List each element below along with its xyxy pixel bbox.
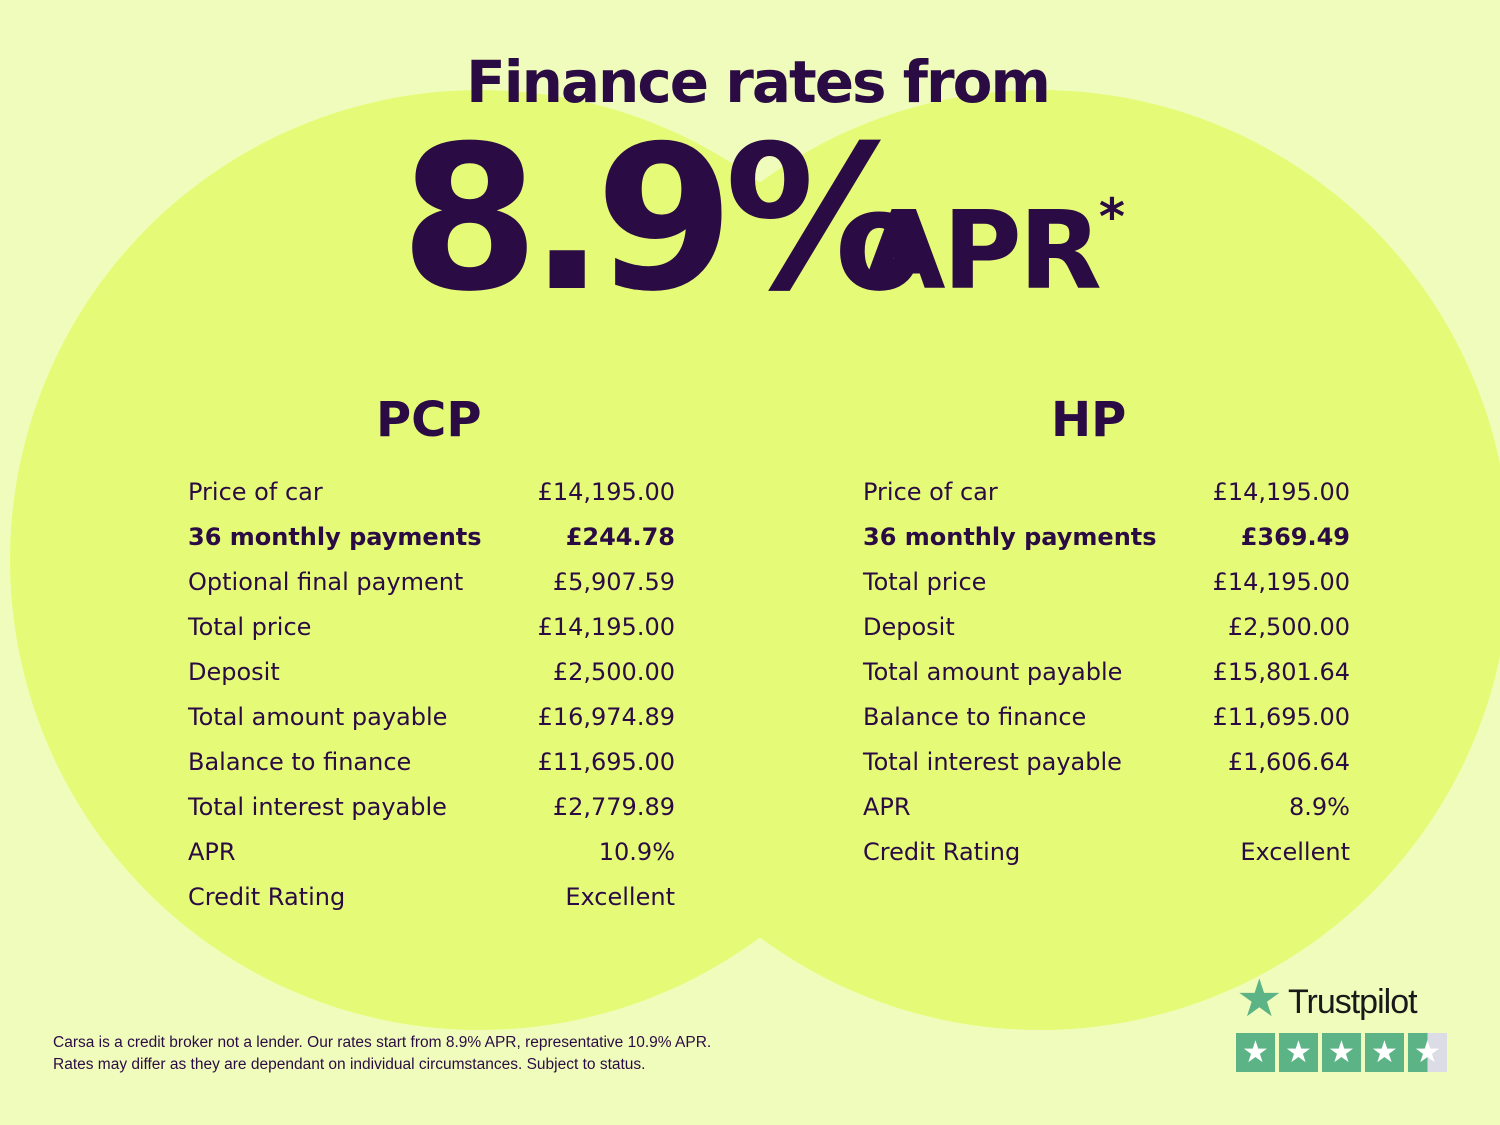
- disclaimer-line-1: Carsa is a credit broker not a lender. O…: [53, 1034, 712, 1051]
- trustpilot-name: Trustpilot: [1288, 983, 1418, 1021]
- table-row: Deposit £2,500.00: [188, 655, 675, 700]
- row-label: Balance to finance: [863, 703, 1087, 731]
- row-value: £11,695.00: [537, 748, 675, 776]
- table-row: Total amount payable £15,801.64: [863, 655, 1350, 700]
- row-label: Total price: [863, 568, 987, 596]
- row-value: £14,195.00: [1212, 478, 1350, 506]
- table-row: Credit Rating Excellent: [863, 835, 1350, 880]
- row-value: £1,606.64: [1227, 748, 1350, 776]
- row-value: 8.9%: [1289, 793, 1350, 821]
- row-label: Deposit: [863, 613, 955, 641]
- row-value: £2,500.00: [1227, 613, 1350, 641]
- star-icon: ★: [1365, 1033, 1404, 1072]
- asterisk: *: [1098, 188, 1125, 246]
- row-label: 36 monthly payments: [188, 523, 482, 551]
- table-row: Total amount payable £16,974.89: [188, 700, 675, 745]
- row-label: APR: [188, 838, 236, 866]
- trustpilot-star-icon: ★: [1236, 969, 1283, 1029]
- table-row: Balance to finance £11,695.00: [188, 745, 675, 790]
- table-row: 36 monthly payments £369.49: [863, 520, 1350, 565]
- row-label: Price of car: [863, 478, 998, 506]
- table-row: Price of car £14,195.00: [863, 475, 1350, 520]
- row-value: £14,195.00: [537, 613, 675, 641]
- pcp-table: Price of car £14,195.00 36 monthly payment…: [188, 475, 675, 925]
- row-value: Excellent: [1240, 838, 1350, 866]
- row-value: £2,500.00: [552, 658, 675, 686]
- trustpilot-rating: ★ ★ ★ ★ ★: [1236, 1033, 1447, 1072]
- row-label: Total interest payable: [863, 748, 1122, 776]
- row-label: 36 monthly payments: [863, 523, 1157, 551]
- row-label: APR: [863, 793, 911, 821]
- row-value: £369.49: [1240, 523, 1350, 551]
- row-label: Optional final payment: [188, 568, 464, 596]
- table-row: Total interest payable £2,779.89: [188, 790, 675, 835]
- table-row: Price of car £14,195.00: [188, 475, 675, 520]
- row-label: Credit Rating: [863, 838, 1021, 866]
- table-row: APR 8.9%: [863, 790, 1350, 835]
- row-label: Credit Rating: [188, 883, 346, 911]
- star-icon: ★: [1322, 1033, 1361, 1072]
- hp-table: Price of car £14,195.00 36 monthly payment…: [863, 475, 1350, 880]
- row-label: Total interest payable: [188, 793, 447, 821]
- table-row: APR 10.9%: [188, 835, 675, 880]
- star-icon: ★: [1236, 1033, 1275, 1072]
- row-label: Total amount payable: [188, 703, 448, 731]
- table-row: 36 monthly payments £244.78: [188, 520, 675, 565]
- row-value: 10.9%: [598, 838, 675, 866]
- table-row: Balance to finance £11,695.00: [863, 700, 1350, 745]
- pcp-title: PCP: [376, 392, 482, 448]
- row-label: Total price: [188, 613, 312, 641]
- apr-label: APR: [862, 189, 1102, 314]
- table-row: Total price £14,195.00: [188, 610, 675, 655]
- table-row: Total interest payable £1,606.64: [863, 745, 1350, 790]
- row-value: £14,195.00: [1212, 568, 1350, 596]
- row-value: Excellent: [565, 883, 675, 911]
- star-icon: ★: [1408, 1033, 1447, 1072]
- star-icon: ★: [1279, 1033, 1318, 1072]
- headline: Finance rates from: [466, 48, 1051, 116]
- row-value: £2,779.89: [552, 793, 675, 821]
- table-row: Optional final payment £5,907.59: [188, 565, 675, 610]
- rate-suffix: APR*: [862, 192, 1125, 306]
- row-label: Price of car: [188, 478, 323, 506]
- row-value: £15,801.64: [1212, 658, 1350, 686]
- disclaimer-line-2: Rates may differ as they are dependant o…: [53, 1056, 646, 1073]
- row-value: £14,195.00: [537, 478, 675, 506]
- row-value: £16,974.89: [537, 703, 675, 731]
- table-row: Total price £14,195.00: [863, 565, 1350, 610]
- background-circle-right: [570, 90, 1500, 1030]
- table-row: Credit Rating Excellent: [188, 880, 675, 925]
- row-label: Total amount payable: [863, 658, 1123, 686]
- rate-value: 8.9%: [400, 103, 925, 336]
- row-value: £5,907.59: [552, 568, 675, 596]
- row-value: £244.78: [565, 523, 675, 551]
- disclaimer: Carsa is a credit broker not a lender. O…: [53, 1032, 711, 1076]
- hp-title: HP: [1051, 392, 1127, 448]
- row-value: £11,695.00: [1212, 703, 1350, 731]
- table-row: Deposit £2,500.00: [863, 610, 1350, 655]
- row-label: Deposit: [188, 658, 280, 686]
- row-label: Balance to finance: [188, 748, 412, 776]
